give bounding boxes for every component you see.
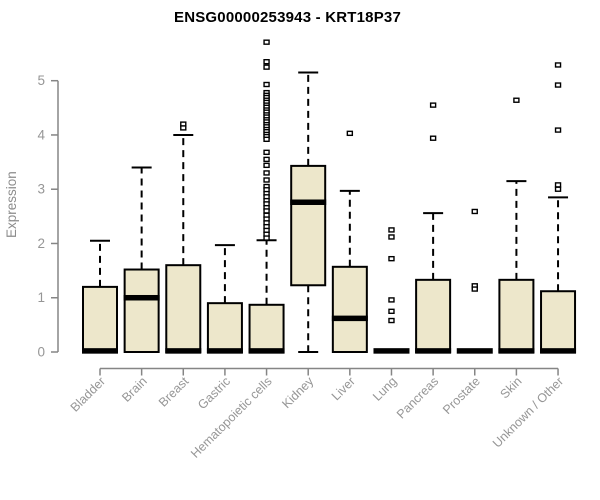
boxplot-breast — [165, 121, 202, 354]
x-tick-label: Bladder — [68, 374, 108, 414]
outlier-point — [263, 136, 270, 143]
boxplot-kidney — [290, 71, 327, 353]
outlier-point — [471, 208, 478, 215]
boxplot-lung — [373, 227, 410, 354]
boxplot-hematopoietic-cells — [248, 39, 285, 354]
boxplot-unknown-other — [540, 62, 577, 354]
y-tick-label: 2 — [37, 236, 45, 251]
outlier-point — [388, 297, 395, 303]
outlier-point — [263, 149, 270, 156]
outlier-point — [180, 125, 187, 131]
box — [123, 268, 160, 354]
box — [82, 285, 118, 353]
y-tick-label: 5 — [37, 73, 45, 88]
outlier-point — [263, 59, 270, 65]
x-tick-label: Liver — [329, 374, 358, 403]
x-tick-label: Hematopoietic cells — [188, 374, 275, 461]
outlier-point — [513, 97, 520, 103]
outlier-point — [554, 186, 562, 192]
median-line — [248, 348, 285, 354]
boxplot-pancreas — [415, 102, 452, 354]
median-line — [290, 199, 327, 205]
box — [331, 265, 368, 353]
outlier-point — [263, 39, 270, 45]
outlier-point — [554, 182, 562, 188]
outlier-point — [346, 130, 354, 137]
box — [540, 290, 577, 353]
x-tick-label: Skin — [497, 374, 524, 401]
boxplot-prostate — [456, 208, 493, 354]
outlier-point — [263, 235, 270, 241]
outlier-point — [471, 286, 478, 292]
box — [498, 278, 535, 353]
outlier-point — [388, 227, 395, 233]
x-tick-label: Unknown / Other — [490, 374, 566, 450]
median-line — [456, 348, 493, 354]
box — [206, 302, 243, 353]
y-tick-label: 3 — [37, 182, 45, 197]
outlier-point — [429, 102, 437, 108]
box — [415, 278, 452, 353]
x-tick-label: Kidney — [279, 374, 316, 411]
outlier-point — [388, 317, 395, 324]
boxplot-gastric — [206, 244, 243, 354]
median-line — [540, 348, 577, 354]
x-tick-label: Pancreas — [394, 374, 441, 421]
median-line — [165, 348, 202, 354]
outlier-point — [429, 135, 437, 141]
outlier-point — [263, 64, 270, 70]
x-tick-label: Prostate — [440, 374, 483, 417]
outlier-point — [263, 162, 270, 169]
outlier-point — [388, 308, 395, 315]
median-line — [206, 348, 243, 354]
box — [290, 164, 327, 287]
outlier-point — [388, 234, 395, 240]
outlier-point — [554, 127, 562, 133]
median-line — [331, 315, 368, 322]
median-line — [82, 348, 118, 354]
chart-title: ENSG00000253943 - KRT18P37 — [173, 9, 401, 26]
boxplot-brain — [123, 166, 160, 354]
y-tick-label: 0 — [37, 345, 45, 360]
median-line — [373, 348, 410, 354]
median-line — [498, 348, 535, 354]
x-tick-label: Gastric — [195, 374, 233, 412]
x-tick-label: Brain — [119, 374, 150, 405]
boxplot-skin — [498, 97, 535, 354]
x-tick-label: Lung — [370, 374, 400, 404]
boxplot-liver — [331, 130, 368, 353]
y-tick-label: 4 — [37, 127, 45, 142]
y-axis: 0 1 2 3 4 5 — [37, 73, 59, 360]
boxplot-bladder — [82, 239, 118, 354]
median-line — [415, 348, 452, 354]
outlier-point — [388, 255, 395, 262]
outlier-point — [554, 82, 562, 88]
x-tick-label: Breast — [156, 374, 192, 410]
box — [165, 264, 202, 353]
y-tick-label: 1 — [37, 290, 45, 305]
outlier-point — [554, 62, 562, 68]
median-line — [123, 294, 160, 301]
outlier-point — [263, 156, 270, 163]
outlier-point — [263, 208, 270, 214]
outlier-point — [263, 177, 270, 183]
box — [248, 303, 285, 353]
outlier-point — [263, 81, 270, 88]
outlier-point — [263, 170, 270, 176]
